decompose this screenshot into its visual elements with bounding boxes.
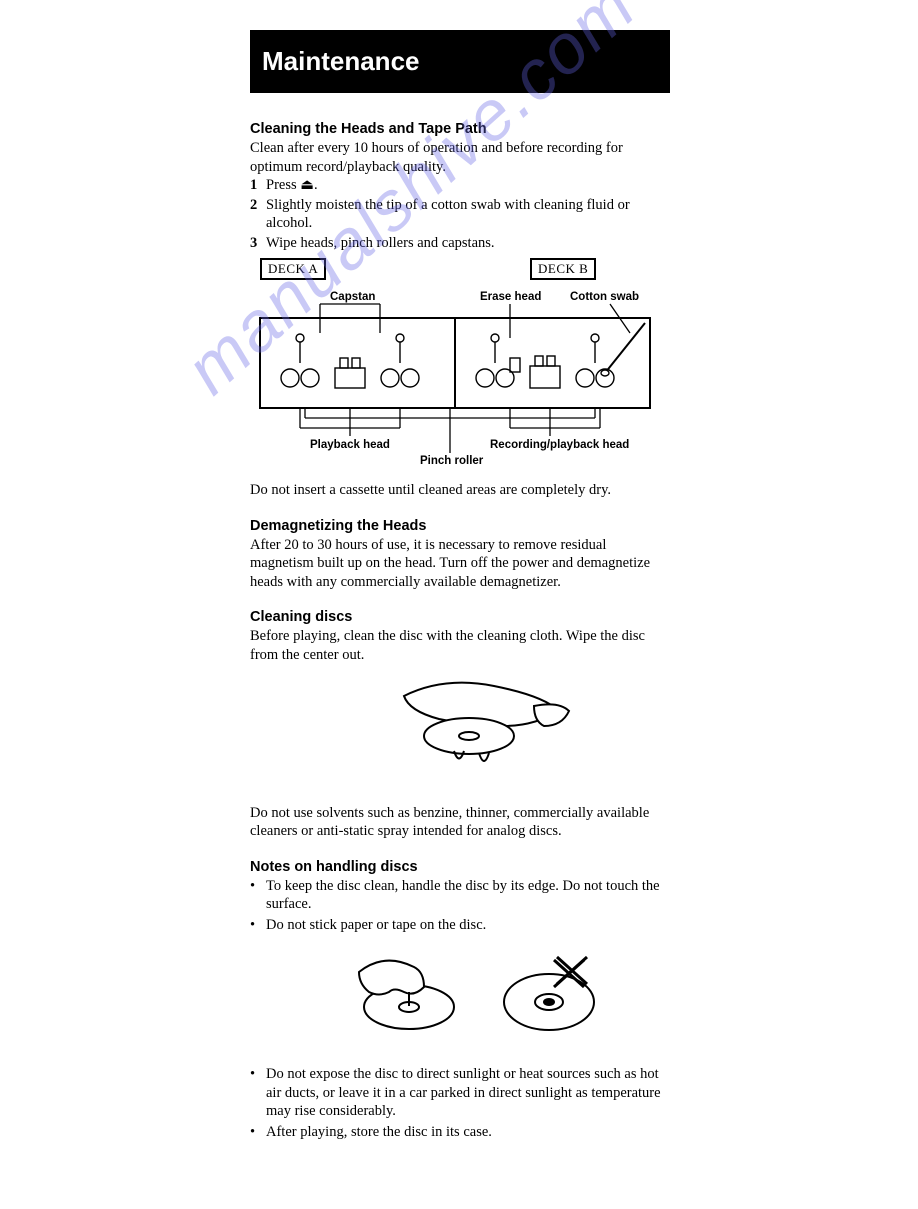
bullet-bottom-1: After playing, store the disc in its cas… xyxy=(266,1123,492,1142)
body-demag: After 20 to 30 hours of use, it is neces… xyxy=(250,536,660,592)
label-rec-play-head: Recording/playback head xyxy=(490,439,629,451)
bullets-bottom: Do not expose the disc to direct sunligh… xyxy=(250,1065,668,1141)
deck-diagram: DECK A DECK B Capstan Erase head Cotton … xyxy=(250,258,660,473)
bullet-top-0: To keep the disc clean, handle the disc … xyxy=(266,877,668,914)
disc-wipe-svg xyxy=(384,671,574,781)
deck-svg: DECK A DECK B Capstan Erase head Cotton … xyxy=(250,258,660,468)
after-diagram-note: Do not insert a cassette until cleaned a… xyxy=(250,481,660,500)
manual-page: manualshive.com Maintenance Cleaning the… xyxy=(0,0,918,1209)
step-3: 3Wipe heads, pinch rollers and capstans. xyxy=(250,234,668,253)
label-capstan: Capstan xyxy=(330,291,375,303)
page-title: Maintenance xyxy=(250,32,670,93)
bullet-top-1: Do not stick paper or tape on the disc. xyxy=(266,916,486,935)
label-playback-head: Playback head xyxy=(310,439,390,451)
label-erase-head: Erase head xyxy=(480,291,541,303)
disc-wipe-figure xyxy=(290,671,668,786)
disc-handling-figure xyxy=(290,942,668,1047)
heading-demag: Demagnetizing the Heads xyxy=(250,518,668,534)
steps-list: 1Press ⏏. 2Slightly moisten the tip of a… xyxy=(250,176,668,252)
label-cotton-swab: Cotton swab xyxy=(570,291,639,303)
disc-handle-svg xyxy=(329,942,629,1042)
step-2: 2Slightly moisten the tip of a cotton sw… xyxy=(250,196,668,233)
body-clean-discs: Before playing, clean the disc with the … xyxy=(250,627,660,664)
deck-b-label: DECK B xyxy=(530,258,596,280)
deck-a-label: DECK A xyxy=(260,258,326,280)
intro-cleaning-heads: Clean after every 10 hours of operation … xyxy=(250,139,660,176)
heading-clean-discs: Cleaning discs xyxy=(250,609,668,625)
label-pinch-roller: Pinch roller xyxy=(420,455,484,467)
after-wipe-note: Do not use solvents such as benzine, thi… xyxy=(250,804,660,841)
heading-cleaning-heads: Cleaning the Heads and Tape Path xyxy=(250,121,668,137)
step-1: 1Press ⏏. xyxy=(250,176,668,195)
bullets-top: To keep the disc clean, handle the disc … xyxy=(250,877,668,935)
heading-notes-discs: Notes on handling discs xyxy=(250,859,668,875)
bullet-bottom-0: Do not expose the disc to direct sunligh… xyxy=(266,1065,668,1121)
